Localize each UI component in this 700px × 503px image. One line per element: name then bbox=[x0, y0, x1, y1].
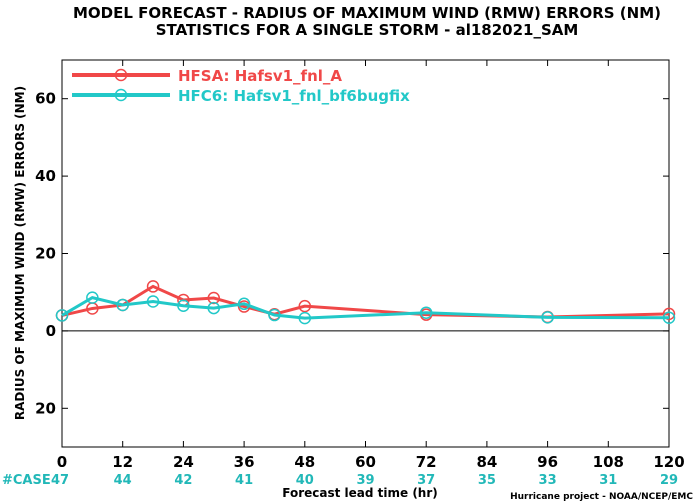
series-1-point bbox=[207, 291, 220, 305]
series-2-point bbox=[268, 308, 281, 322]
series-2-point bbox=[177, 299, 190, 312]
legend-label-2: HFC6: Hafsv1_fnl_bf6bugfix bbox=[178, 87, 410, 105]
series-1-point bbox=[298, 299, 312, 313]
series-2-point bbox=[237, 297, 251, 311]
x-tick-label: 108 bbox=[593, 453, 624, 471]
case-count: 35 bbox=[478, 473, 496, 488]
x-axis: 0 12 24 36 48 60 72 84 96 108 120 bbox=[57, 60, 685, 471]
legend: HFSA: Hafsv1_fnl_A HFC6: Hafsv1_fnl_bf6bu… bbox=[72, 67, 410, 105]
x-tick-label: 84 bbox=[476, 453, 497, 471]
x-tick-label: 0 bbox=[57, 453, 67, 471]
x-tick-label: 48 bbox=[294, 453, 315, 471]
series-2-point bbox=[146, 295, 160, 308]
case-count: 33 bbox=[539, 473, 557, 488]
y-axis: 20 0 20 40 60 bbox=[35, 90, 669, 417]
series-2-point bbox=[207, 301, 220, 315]
series-2-point bbox=[298, 311, 312, 325]
series-2-point bbox=[55, 309, 69, 322]
legend-marker-2 bbox=[114, 88, 128, 102]
case-row: #CASE 47 44 42 41 40 39 37 35 33 31 29 bbox=[2, 473, 678, 488]
legend-marker-1 bbox=[114, 68, 128, 82]
x-axis-label: Forecast lead time (hr) bbox=[282, 486, 438, 500]
case-count: 39 bbox=[356, 473, 374, 488]
series-1-point bbox=[146, 280, 160, 293]
x-tick-label: 36 bbox=[234, 453, 255, 471]
x-tick-label: 12 bbox=[112, 453, 133, 471]
x-tick-label: 96 bbox=[537, 453, 558, 471]
y-axis-label: RADIUS OF MAXIMUM WIND (RMW) ERRORS (NM) bbox=[13, 86, 27, 420]
y-tick-label: 20 bbox=[35, 399, 56, 417]
case-count: 40 bbox=[296, 473, 314, 488]
case-count: 29 bbox=[660, 473, 678, 488]
case-count: 41 bbox=[235, 473, 253, 488]
series-2-point bbox=[116, 298, 129, 312]
case-count: 47 bbox=[51, 473, 69, 488]
series-2-point bbox=[86, 291, 99, 304]
series-2-point bbox=[541, 311, 554, 324]
x-tick-label: 24 bbox=[173, 453, 194, 471]
y-tick-label: 20 bbox=[35, 245, 56, 263]
plot-frame bbox=[61, 59, 670, 448]
case-count: 44 bbox=[114, 473, 132, 488]
x-tick-label: 72 bbox=[416, 453, 437, 471]
y-tick-label: 40 bbox=[35, 167, 56, 185]
legend-label-1: HFSA: Hafsv1_fnl_A bbox=[178, 67, 342, 85]
y-tick-label: 0 bbox=[46, 322, 56, 340]
case-count: 42 bbox=[174, 473, 192, 488]
series-2-point bbox=[662, 311, 676, 324]
series-1-point bbox=[662, 307, 676, 321]
x-tick-label: 120 bbox=[653, 453, 684, 471]
credit-label: Hurricane project - NOAA/NCEP/EMC bbox=[510, 492, 693, 502]
case-count: 37 bbox=[417, 473, 435, 488]
chart-subtitle: STATISTICS FOR A SINGLE STORM - al182021… bbox=[156, 21, 579, 39]
case-label: #CASE bbox=[2, 473, 51, 488]
x-tick-label: 60 bbox=[355, 453, 376, 471]
y-tick-label: 60 bbox=[35, 90, 56, 108]
case-count: 31 bbox=[599, 473, 617, 488]
series-layer bbox=[55, 280, 676, 325]
series-2-point bbox=[419, 306, 433, 319]
chart-title: MODEL FORECAST - RADIUS OF MAXIMUM WIND … bbox=[73, 4, 661, 22]
